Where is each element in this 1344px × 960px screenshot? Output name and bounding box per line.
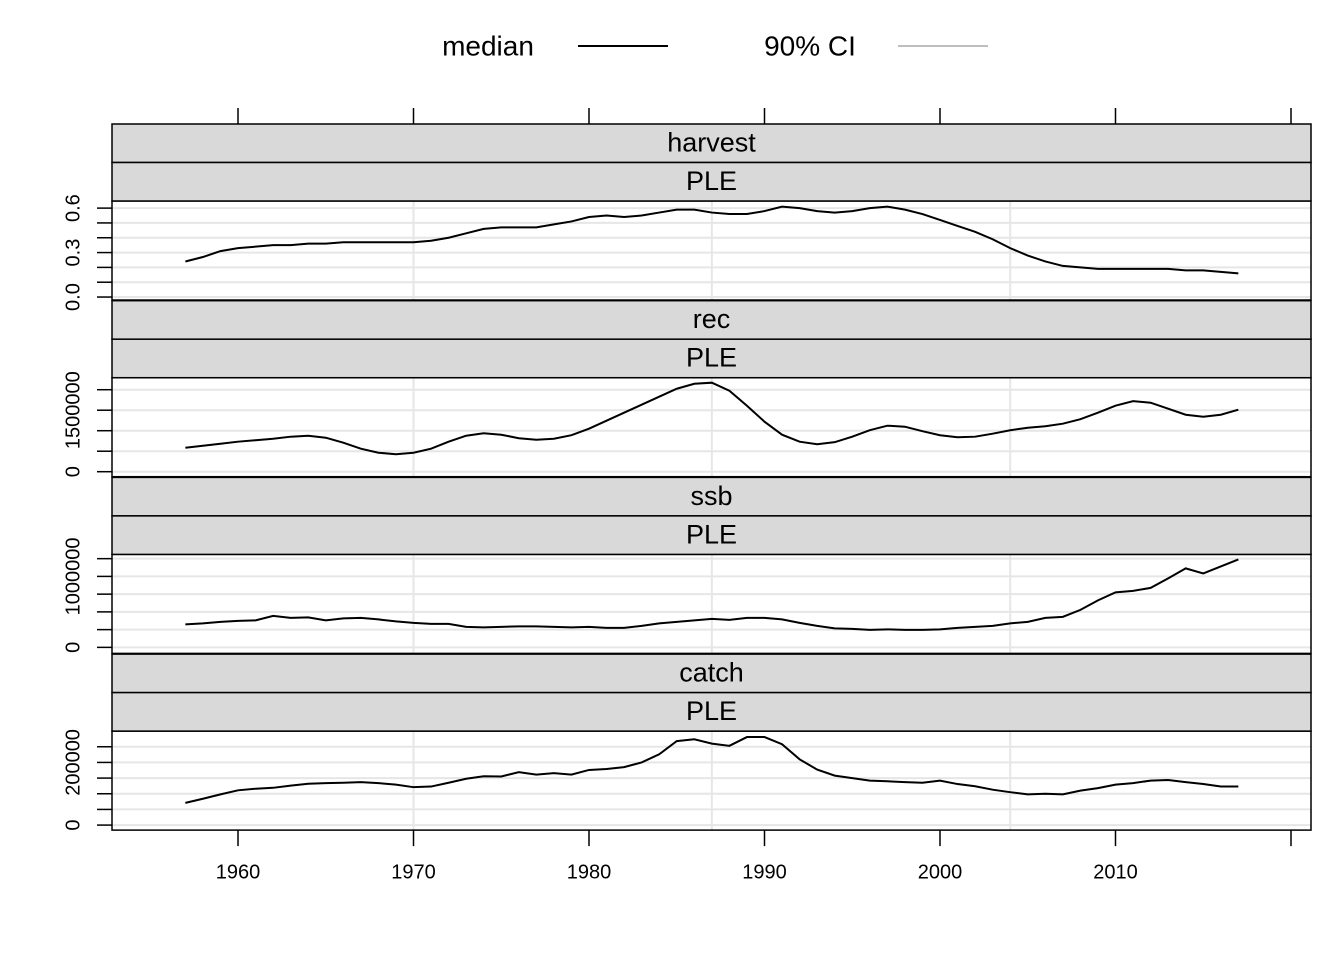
y-tick-label: 0	[62, 820, 84, 831]
y-tick-label: 0.6	[62, 194, 84, 222]
y-tick-label: 0.0	[62, 283, 84, 311]
strip-label: ssb	[690, 481, 732, 511]
strip	[111, 123, 1312, 164]
y-tick-label: 0	[62, 642, 84, 653]
strip	[111, 691, 1312, 732]
strip-label: PLE	[686, 343, 737, 373]
strip-label: rec	[693, 304, 731, 334]
median-line	[185, 205, 1239, 275]
strip	[111, 338, 1312, 379]
x-tick-label: 2000	[918, 861, 963, 883]
median-line	[185, 381, 1239, 456]
median-line	[185, 558, 1239, 631]
strip	[111, 476, 1312, 517]
x-tick-label: 1980	[567, 861, 612, 883]
y-tick-label: 1000000	[62, 537, 84, 615]
x-tick-label: 1970	[391, 861, 436, 883]
y-tick-label: 0	[62, 466, 84, 477]
x-tick-label: 1960	[216, 861, 261, 883]
strip	[111, 161, 1312, 202]
strip-label: PLE	[686, 696, 737, 726]
strip	[111, 299, 1312, 340]
strip	[111, 515, 1312, 556]
strip-label: harvest	[667, 127, 756, 157]
strip-label: catch	[679, 657, 744, 687]
y-tick-label: 200000	[62, 729, 84, 796]
y-tick-label: 1500000	[62, 371, 84, 449]
strip	[111, 653, 1312, 694]
legend-label: median	[442, 30, 534, 61]
x-tick-label: 2010	[1093, 861, 1138, 883]
median-line	[185, 736, 1239, 804]
y-tick-label: 0.3	[62, 239, 84, 267]
legend-label: 90% CI	[764, 30, 856, 61]
strip-label: PLE	[686, 166, 737, 196]
x-tick-label: 1990	[742, 861, 787, 883]
strip-label: PLE	[686, 519, 737, 549]
legend: median 90% CI	[442, 30, 988, 61]
